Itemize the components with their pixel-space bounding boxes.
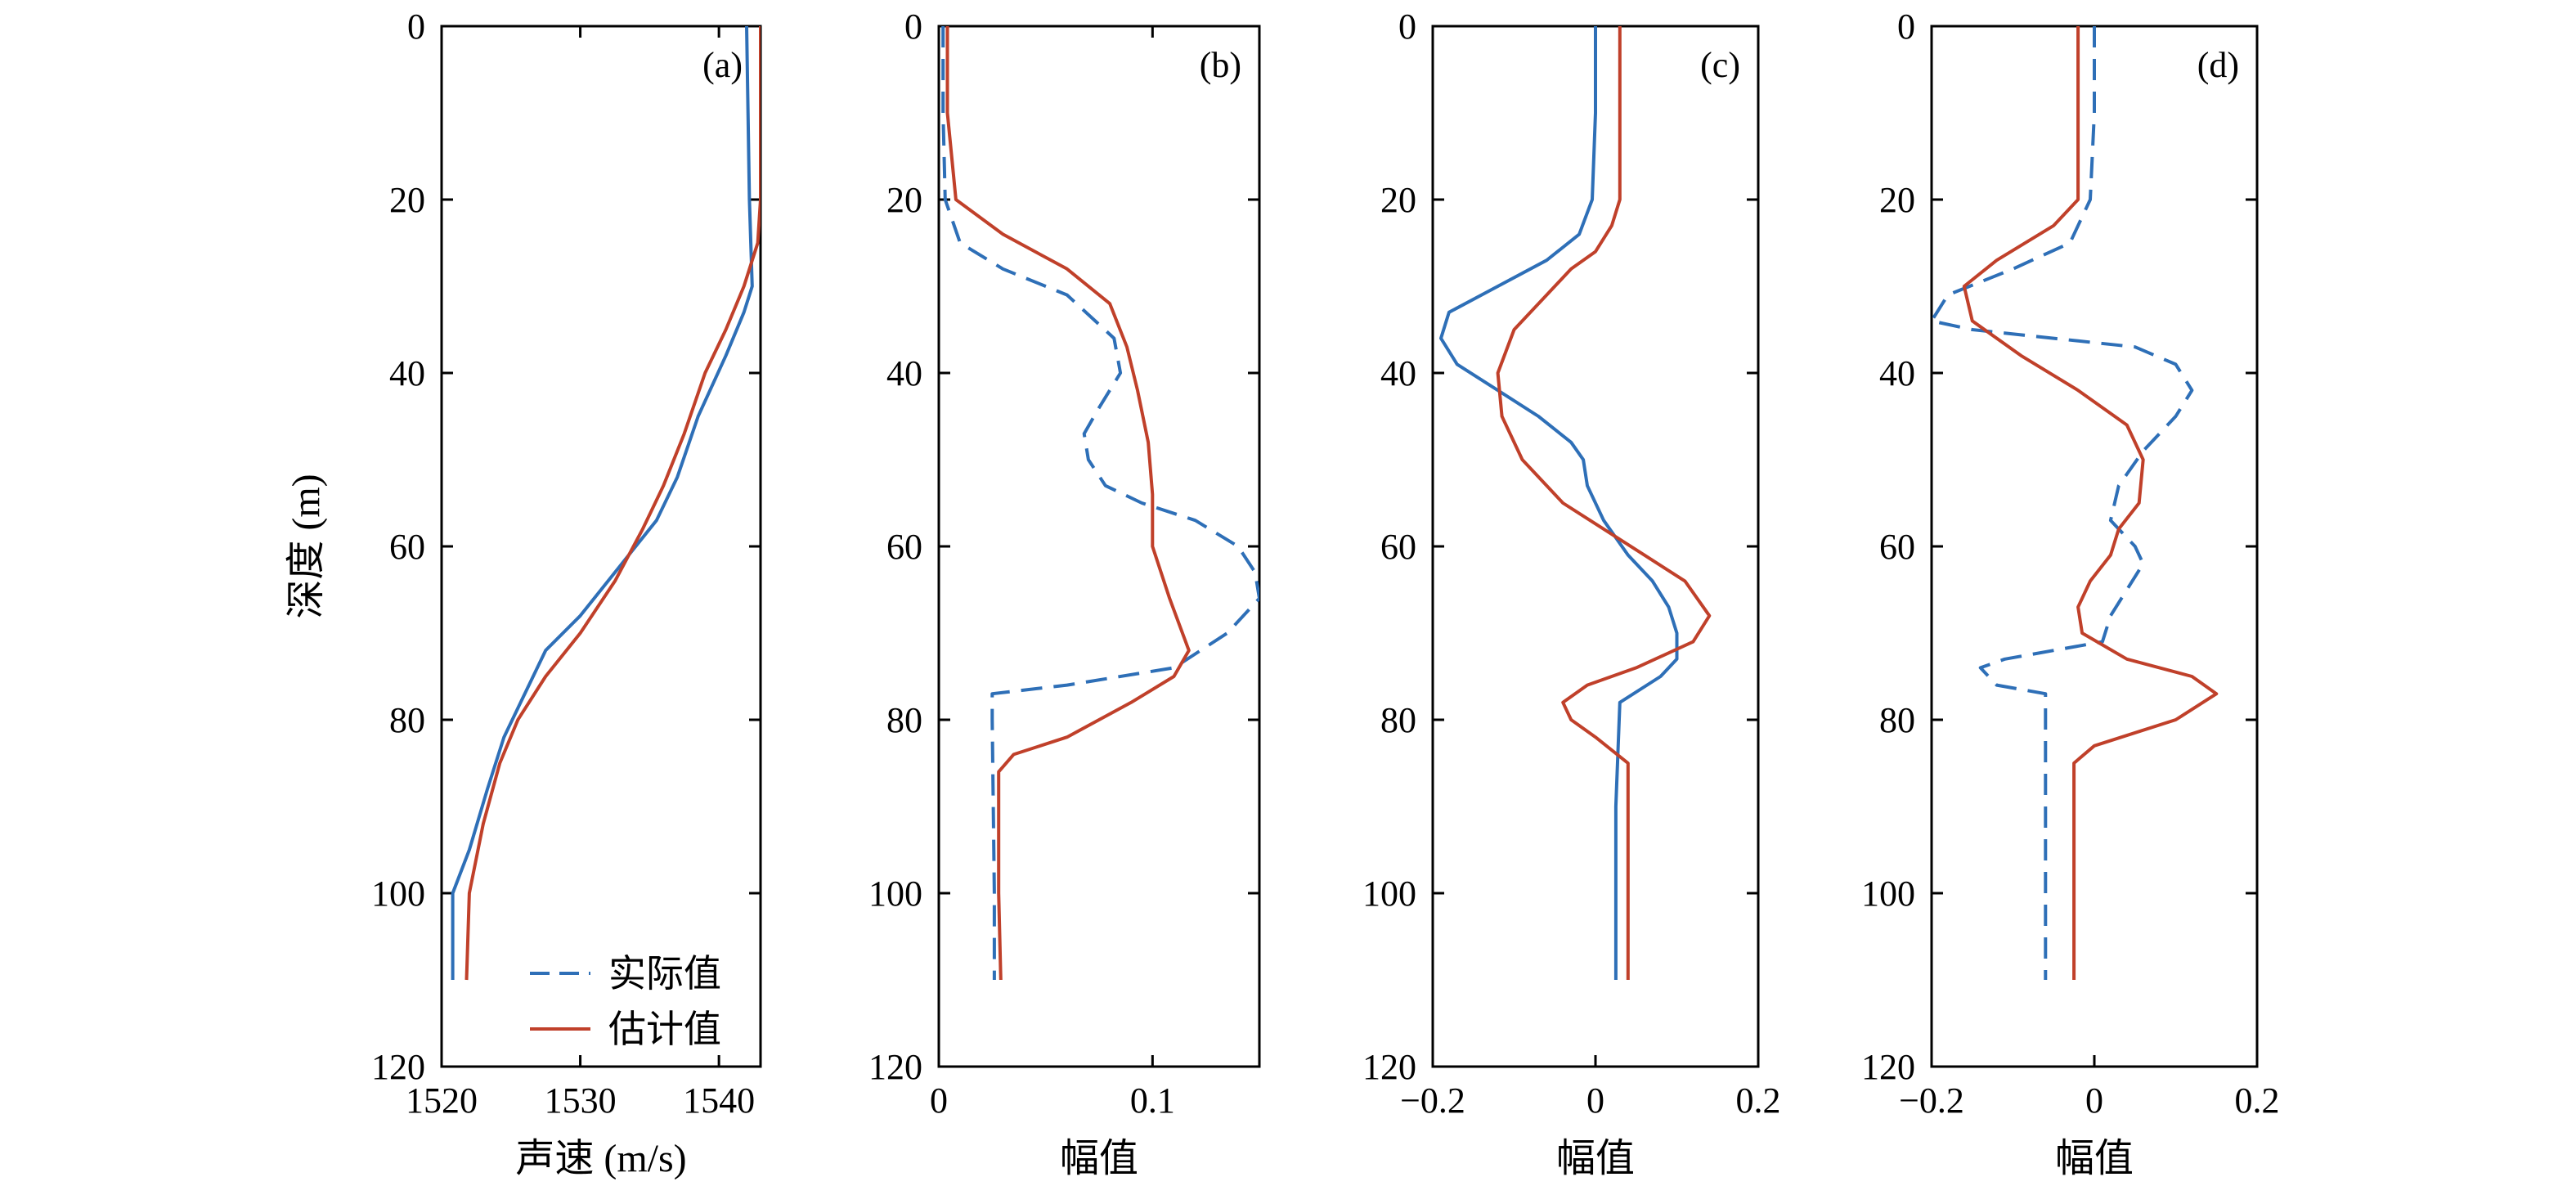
y-tick-label: 80 (886, 700, 922, 740)
y-tick-label: 80 (1380, 700, 1416, 740)
series-line-estimated (945, 26, 1191, 981)
x-tick-label: 0 (930, 1080, 948, 1121)
y-tick-label: 0 (1398, 7, 1416, 47)
x-tick-label: 1540 (683, 1080, 755, 1121)
x-tick-label: 0 (1586, 1080, 1604, 1121)
x-tick-label: 0.1 (1130, 1080, 1175, 1121)
y-tick-label: 40 (1380, 353, 1416, 393)
y-tick-label: 120 (371, 1047, 425, 1087)
x-tick-label: 0.2 (1736, 1080, 1781, 1121)
x-axis-label: 幅值 (2055, 1137, 2134, 1180)
y-tick-label: 60 (1380, 527, 1416, 567)
series-line-actual (451, 26, 754, 980)
y-tick-label: 0 (407, 7, 425, 47)
x-axis-label: 幅值 (1556, 1137, 1635, 1180)
y-tick-label: 60 (389, 527, 425, 567)
series-line-actual (1932, 26, 2194, 980)
y-tick-label: 20 (389, 180, 425, 220)
legend-label: 实际值 (608, 953, 721, 995)
series-line-estimated (1962, 26, 2219, 980)
panel-d: 0 20 40 60 80 100 120−0.2 0 0.2 幅值 (d) (1861, 7, 2280, 1180)
y-tick-label: 100 (371, 874, 425, 914)
panel-label: (d) (2197, 45, 2239, 85)
y-tick-label: 120 (1861, 1047, 1915, 1087)
x-axis-label: 幅值 (1060, 1137, 1138, 1180)
y-tick-label: 120 (868, 1047, 922, 1087)
plot-frame (440, 25, 762, 1068)
y-tick-label: 20 (1380, 180, 1416, 220)
y-tick-label: 40 (1879, 353, 1915, 393)
y-tick-label: 100 (868, 874, 922, 914)
y-tick-label: 40 (886, 353, 922, 393)
x-tick-label: 1520 (406, 1080, 478, 1121)
y-tick-label: 60 (886, 527, 922, 567)
y-tick-label: 120 (1362, 1047, 1416, 1087)
panel-c: 0 20 40 60 80 100 120−0.2 0 0.2 幅值 (c) (1362, 7, 1781, 1180)
plot-frame (1930, 25, 2259, 1068)
x-tick-label: −0.2 (1400, 1080, 1465, 1121)
y-tick-label: 20 (1879, 180, 1915, 220)
x-tick-label: −0.2 (1899, 1080, 1964, 1121)
x-tick-label: 1530 (545, 1080, 617, 1121)
y-axis-label: 深度 (m) (285, 474, 328, 618)
y-tick-label: 100 (1861, 874, 1915, 914)
y-tick-label: 40 (389, 353, 425, 393)
panel-label: (c) (1700, 45, 1740, 85)
x-tick-label: 0.2 (2235, 1080, 2280, 1121)
plot-frame (1431, 25, 1760, 1068)
y-tick-label: 80 (389, 700, 425, 740)
y-tick-label: 80 (1879, 700, 1915, 740)
series-line-estimated (1496, 26, 1712, 980)
y-tick-label: 0 (904, 7, 922, 47)
x-axis-label: 声速 (m/s) (515, 1137, 686, 1180)
y-tick-label: 0 (1897, 7, 1915, 47)
y-tick-label: 100 (1362, 874, 1416, 914)
series-line-actual (1439, 26, 1679, 980)
y-tick-label: 60 (1879, 527, 1915, 567)
legend-label: 估计值 (608, 1009, 721, 1050)
x-tick-label: 0 (2085, 1080, 2103, 1121)
y-tick-label: 20 (886, 180, 922, 220)
series-line-estimated (464, 26, 761, 981)
series-line-actual (941, 26, 1259, 980)
panel-label: (a) (702, 45, 743, 85)
plot-frame (937, 25, 1261, 1068)
panel-label: (b) (1200, 45, 1241, 85)
